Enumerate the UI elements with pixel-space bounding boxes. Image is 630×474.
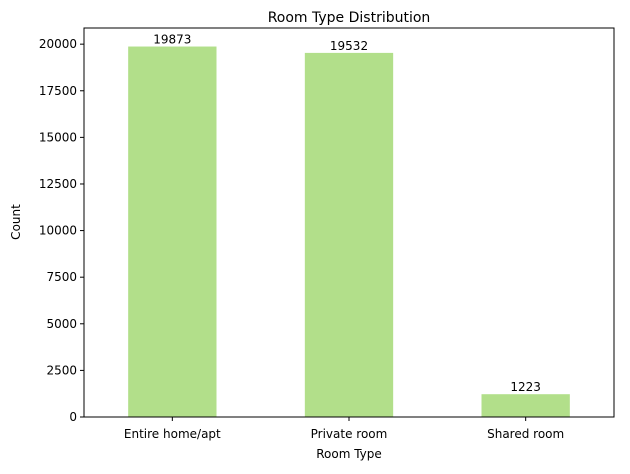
- x-tick-label-private-room: Private room: [311, 427, 388, 441]
- x-tick-label-shared-room: Shared room: [487, 427, 564, 441]
- data-labels-group: 19873 19532 1223: [153, 33, 541, 395]
- data-label-private-room: 19532: [330, 39, 368, 53]
- bar-shared-room: [481, 394, 570, 417]
- y-tick-label-10000: 10000: [39, 224, 77, 238]
- bars-group: [128, 46, 570, 417]
- y-tick-label-7500: 7500: [46, 270, 77, 284]
- y-axis-label: Count: [9, 204, 23, 240]
- y-tick-label-2500: 2500: [46, 363, 77, 377]
- bar-private-room: [304, 52, 394, 417]
- y-tick-label-0: 0: [69, 410, 77, 424]
- y-axis-ticks: 0 2500 5000 7500 10000 12500 15000 17500 20000: [39, 37, 84, 424]
- bar-entire-home-apt: [128, 46, 217, 417]
- y-tick-label-15000: 15000: [39, 130, 77, 144]
- y-tick-label-20000: 20000: [39, 37, 77, 51]
- x-axis-label: Room Type: [316, 447, 382, 461]
- chart-title: Room Type Distribution: [268, 10, 431, 26]
- x-tick-label-entire-home-apt: Entire home/apt: [124, 427, 221, 441]
- data-label-entire-home-apt: 19873: [153, 33, 191, 47]
- data-label-shared-room: 1223: [510, 380, 541, 394]
- y-tick-label-17500: 17500: [39, 84, 77, 98]
- x-axis-ticks: Entire home/apt Private room Shared room: [124, 417, 564, 441]
- y-tick-label-5000: 5000: [46, 317, 77, 331]
- y-tick-label-12500: 12500: [39, 177, 77, 191]
